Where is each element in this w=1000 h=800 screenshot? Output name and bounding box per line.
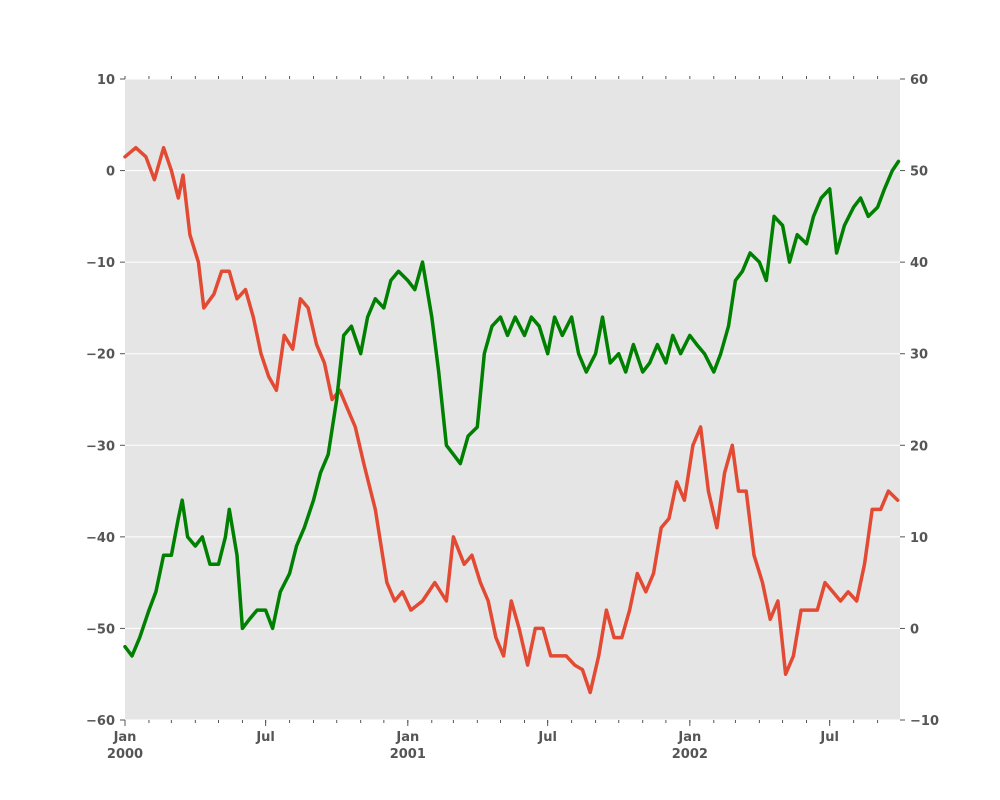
series-line-left-axis (123, 145, 900, 695)
series-line-right-axis (123, 159, 901, 658)
series-layer (123, 145, 901, 695)
y-left-tick-label: 10 (97, 73, 115, 88)
y-left-tick-label: −30 (86, 439, 115, 454)
y-right-tick-label: 60 (910, 73, 928, 88)
x-tick-label: Jul (255, 730, 275, 745)
y-axis-right: 60 50 40 30 20 10 0 −10 (900, 73, 939, 729)
y-left-tick-label: −20 (86, 348, 115, 363)
y-left-tick-label: 0 (106, 165, 115, 180)
y-right-tick-label: 20 (910, 439, 928, 454)
y-right-tick-label: −10 (910, 714, 939, 729)
y-left-tick-label: −60 (86, 714, 115, 729)
y-right-tick-label: 30 (910, 348, 928, 363)
y-right-tick-label: 50 (910, 165, 928, 180)
x-axis: Jan 2000 Jul Jan 2001 Jul Jan 2002 Jul (107, 76, 879, 762)
y-left-tick-label: −10 (86, 256, 115, 271)
x-tick-year-label: 2000 (107, 747, 143, 762)
x-tick-label: Jan (677, 730, 701, 745)
y-right-tick-label: 40 (910, 256, 928, 271)
x-tick-label: Jan (395, 730, 419, 745)
y-left-tick-label: −50 (86, 622, 115, 637)
x-tick-year-label: 2002 (672, 747, 708, 762)
y-left-tick-label: −40 (86, 531, 115, 546)
x-tick-label: Jan (113, 730, 137, 745)
x-tick-label: Jul (537, 730, 557, 745)
y-right-tick-label: 10 (910, 531, 928, 546)
y-axis-left: 10 0 −10 −20 −30 −40 −50 −60 (86, 73, 125, 729)
x-tick-label: Jul (819, 730, 839, 745)
grid (125, 78, 900, 721)
y-right-tick-label: 0 (910, 622, 919, 637)
x-tick-year-label: 2001 (390, 747, 426, 762)
